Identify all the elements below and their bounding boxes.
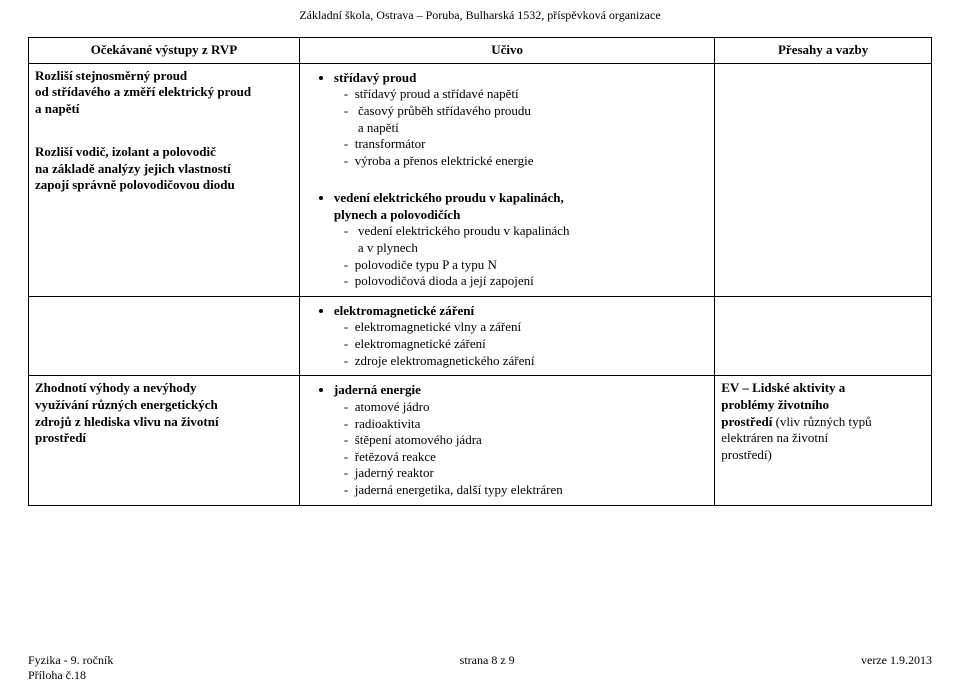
- col-header-outcomes: Očekávané výstupy z RVP: [29, 38, 300, 64]
- topic-heading: elektromagnetické záření: [334, 303, 474, 318]
- topic-item: polovodiče typu P a typu N: [348, 257, 708, 274]
- outcome-line: a napětí: [35, 101, 293, 118]
- outcome-line: Rozliší stejnosměrný proud: [35, 68, 293, 85]
- footer-attachment: Příloha č.18: [28, 668, 113, 683]
- curriculum-table: Očekávané výstupy z RVP Učivo Přesahy a …: [28, 37, 932, 506]
- footer-left: Fyzika - 9. ročník Příloha č.18: [28, 653, 113, 683]
- header-organization: Základní škola, Ostrava – Poruba, Bulhar…: [28, 8, 932, 23]
- outcomes-cell: [29, 296, 300, 376]
- outcome-block: Zhodnotí výhody a nevýhody využívání růz…: [35, 380, 293, 447]
- topic-heading: střídavý proud: [334, 70, 416, 85]
- col-header-overlaps: Přesahy a vazby: [715, 38, 932, 64]
- overlaps-cell: [715, 63, 932, 296]
- outcome-line: zapojí správně polovodičovou diodu: [35, 177, 293, 194]
- topic-item: výroba a přenos elektrické energie: [348, 153, 708, 170]
- page-footer: Fyzika - 9. ročník Příloha č.18 verze 1.…: [28, 653, 932, 683]
- footer-version: verze 1.9.2013: [861, 653, 932, 668]
- table-row: Zhodnotí výhody a nevýhody využívání růz…: [29, 376, 932, 505]
- outcome-block: Rozliší stejnosměrný proud od střídavého…: [35, 68, 293, 118]
- topic-item: časový průběh střídavého proudu a napětí: [348, 103, 708, 136]
- outcomes-cell: Rozliší stejnosměrný proud od střídavého…: [29, 63, 300, 296]
- topic-item: řetězová reakce: [348, 449, 708, 466]
- outcomes-cell: Zhodnotí výhody a nevýhody využívání růz…: [29, 376, 300, 505]
- topic-item: vedení elektrického proudu v kapalinách …: [348, 223, 708, 256]
- topic-group: střídavý proud střídavý proud a střídavé…: [334, 70, 708, 170]
- content-cell: střídavý proud střídavý proud a střídavé…: [299, 63, 714, 296]
- overlap-text: EV – Lidské aktivity a problémy životníh…: [721, 380, 925, 463]
- topic-item: elektromagnetické vlny a záření: [348, 319, 708, 336]
- topic-item: zdroje elektromagnetického záření: [348, 353, 708, 370]
- outcome-line: Zhodnotí výhody a nevýhody: [35, 380, 293, 397]
- footer-subject: Fyzika - 9. ročník: [28, 653, 113, 668]
- outcome-line: Rozliší vodič, izolant a polovodič: [35, 144, 293, 161]
- topic-item: štěpení atomového jádra: [348, 432, 708, 449]
- topic-item: atomové jádro: [348, 399, 708, 416]
- table-header-row: Očekávané výstupy z RVP Učivo Přesahy a …: [29, 38, 932, 64]
- page: Základní škola, Ostrava – Poruba, Bulhar…: [0, 0, 960, 691]
- col-header-content: Učivo: [299, 38, 714, 64]
- topic-group: jaderná energie atomové jádro radioaktiv…: [334, 382, 708, 498]
- topic-group: vedení elektrického proudu v kapalinách,…: [334, 190, 708, 290]
- content-cell: jaderná energie atomové jádro radioaktiv…: [299, 376, 714, 505]
- outcome-line: využívání různých energetických: [35, 397, 293, 414]
- table-row: elektromagnetické záření elektromagnetic…: [29, 296, 932, 376]
- topic-item: transformátor: [348, 136, 708, 153]
- topic-group: elektromagnetické záření elektromagnetic…: [334, 303, 708, 370]
- topic-item: polovodičová dioda a její zapojení: [348, 273, 708, 290]
- outcome-block: Rozliší vodič, izolant a polovodič na zá…: [35, 144, 293, 194]
- topic-item: radioaktivita: [348, 416, 708, 433]
- topic-item: střídavý proud a střídavé napětí: [348, 86, 708, 103]
- outcome-line: od střídavého a změří elektrický proud: [35, 84, 293, 101]
- outcome-line: prostředí: [35, 430, 293, 447]
- footer-page-number: strana 8 z 9: [28, 653, 932, 668]
- topic-heading: jaderná energie: [334, 382, 421, 397]
- table-row: Rozliší stejnosměrný proud od střídavého…: [29, 63, 932, 296]
- outcome-line: zdrojů z hlediska vlivu na životní: [35, 414, 293, 431]
- overlaps-cell: EV – Lidské aktivity a problémy životníh…: [715, 376, 932, 505]
- topic-item: jaderná energetika, další typy elektráre…: [348, 482, 708, 499]
- overlaps-cell: [715, 296, 932, 376]
- topic-heading: vedení elektrického proudu v kapalinách,…: [334, 190, 564, 222]
- content-cell: elektromagnetické záření elektromagnetic…: [299, 296, 714, 376]
- topic-item: elektromagnetické záření: [348, 336, 708, 353]
- outcome-line: na základě analýzy jejich vlastností: [35, 161, 293, 178]
- topic-item: jaderný reaktor: [348, 465, 708, 482]
